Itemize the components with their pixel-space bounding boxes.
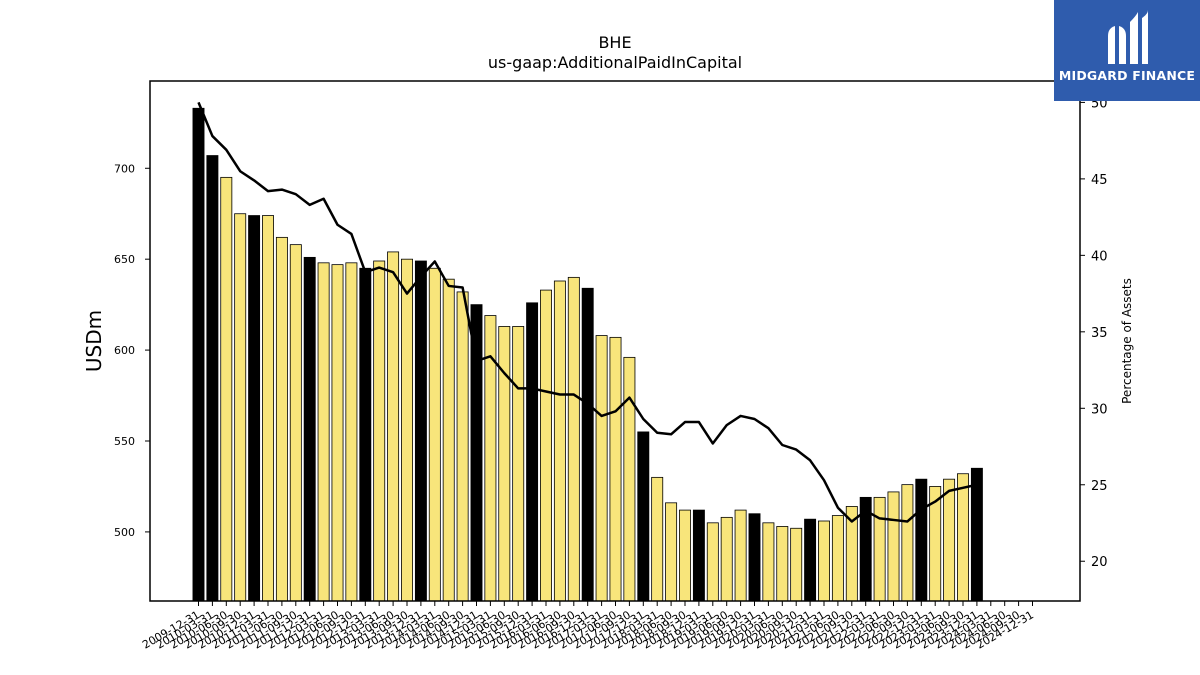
y-axis-label: USDm: [82, 310, 106, 372]
y2-tick-label: 40: [1091, 249, 1108, 264]
logo-text: MIDGARD FINANCE: [1058, 68, 1196, 83]
bar: [957, 473, 969, 602]
bar: [665, 502, 678, 602]
y-tick-label: 600: [114, 344, 135, 357]
bar: [637, 431, 650, 602]
bar: [734, 509, 747, 602]
bar: [359, 267, 372, 602]
chart-title: BHE: [598, 33, 631, 52]
bar: [540, 289, 552, 602]
bar: [289, 244, 302, 602]
bar: [762, 522, 775, 602]
bar: [679, 509, 691, 602]
bar: [831, 515, 844, 602]
y-tick-label: 700: [114, 162, 135, 175]
x-axis: 2009-12-312010-03-312010-06-302010-09-30…: [140, 601, 1036, 652]
midgard-logo-icon: [1108, 10, 1148, 64]
bar: [873, 496, 886, 602]
bar: [317, 262, 330, 602]
chart-subtitle: us-gaap:AdditionalPaidInCapital: [488, 53, 742, 72]
bar: [818, 520, 830, 602]
bar: [915, 478, 928, 602]
y2-tick-label: 30: [1091, 402, 1108, 417]
y2-tick-label: 35: [1091, 326, 1108, 341]
bar: [692, 509, 705, 602]
bar: [609, 336, 622, 602]
bar: [262, 215, 274, 602]
bar: [387, 251, 400, 602]
bar: [970, 467, 983, 602]
bar: [887, 491, 900, 602]
bar: [567, 276, 580, 602]
bar: [553, 280, 566, 602]
y-axis-left: 500 550 600 650 700: [114, 162, 150, 539]
bar: [512, 326, 525, 602]
y-tick-label: 550: [114, 435, 135, 448]
bar: [442, 278, 455, 602]
bar: [206, 155, 219, 602]
bar: [428, 267, 441, 602]
y2-tick-label: 25: [1091, 479, 1108, 494]
bar: [706, 522, 719, 602]
bar: [303, 256, 316, 602]
bar: [581, 287, 594, 602]
bar: [401, 258, 413, 602]
y2-tick-label: 20: [1091, 555, 1108, 570]
y-tick-label: 650: [114, 253, 135, 266]
bar: [526, 302, 539, 602]
bar: [345, 262, 358, 602]
bar: [623, 356, 636, 602]
bar: [373, 260, 386, 602]
series-line: [197, 101, 978, 523]
bar: [804, 518, 817, 602]
bar: [220, 176, 233, 602]
bar: [331, 264, 344, 602]
y2-axis-label: Percentage of Assets: [1120, 278, 1134, 404]
line-layer: [197, 101, 978, 523]
bars-layer: [192, 107, 983, 602]
bar: [651, 476, 664, 602]
y2-tick-label: 45: [1091, 173, 1108, 188]
bar: [234, 213, 247, 602]
logo-badge: MIDGARD FINANCE: [1054, 0, 1200, 101]
y-tick-label: 500: [114, 526, 135, 539]
bar: [748, 513, 761, 602]
bar: [720, 516, 733, 602]
bar: [595, 335, 608, 602]
bar: [901, 484, 914, 602]
bar: [248, 215, 261, 602]
bar: [790, 527, 803, 602]
bar: [776, 526, 789, 602]
bar: [470, 304, 483, 602]
bar: [943, 478, 956, 602]
bar: [275, 236, 288, 602]
bar: [414, 260, 427, 602]
bar: [192, 107, 205, 602]
bar: [456, 291, 469, 602]
